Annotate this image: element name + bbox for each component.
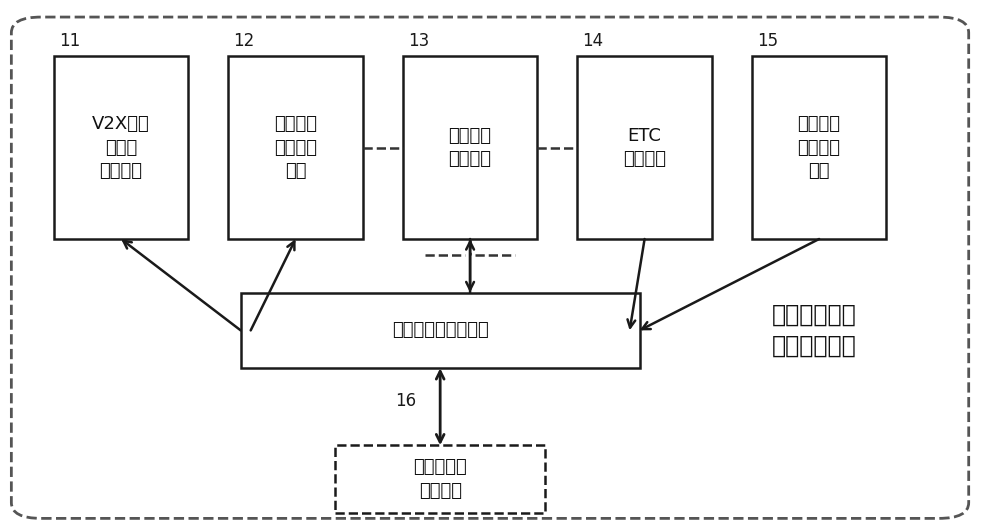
- Text: V2X通信
物联网
监测系统: V2X通信 物联网 监测系统: [92, 115, 150, 180]
- FancyBboxPatch shape: [403, 56, 537, 239]
- Text: 雷达视频
监测感知
系统: 雷达视频 监测感知 系统: [274, 115, 317, 180]
- Text: 15: 15: [757, 32, 778, 50]
- Text: 11: 11: [59, 32, 80, 50]
- FancyBboxPatch shape: [228, 56, 363, 239]
- FancyBboxPatch shape: [11, 17, 969, 518]
- FancyBboxPatch shape: [241, 292, 640, 368]
- FancyBboxPatch shape: [54, 56, 188, 239]
- Text: 数据分解组
合子系统: 数据分解组 合子系统: [413, 458, 467, 500]
- Text: 13: 13: [408, 32, 429, 50]
- FancyBboxPatch shape: [752, 56, 886, 239]
- Text: 道路智能
标识诱导
系统: 道路智能 标识诱导 系统: [798, 115, 841, 180]
- Text: 数据获取汇聚
和控制子系统: 数据获取汇聚 和控制子系统: [772, 302, 856, 358]
- Text: 12: 12: [233, 32, 254, 50]
- FancyBboxPatch shape: [335, 445, 545, 513]
- Text: 14: 14: [582, 32, 603, 50]
- FancyBboxPatch shape: [577, 56, 712, 239]
- Text: 实时提取及控制接口: 实时提取及控制接口: [392, 321, 489, 339]
- Text: ETC
收费系统: ETC 收费系统: [623, 127, 666, 169]
- Text: 气象灾害
监测系统: 气象灾害 监测系统: [449, 127, 492, 169]
- Text: 16: 16: [395, 392, 416, 410]
